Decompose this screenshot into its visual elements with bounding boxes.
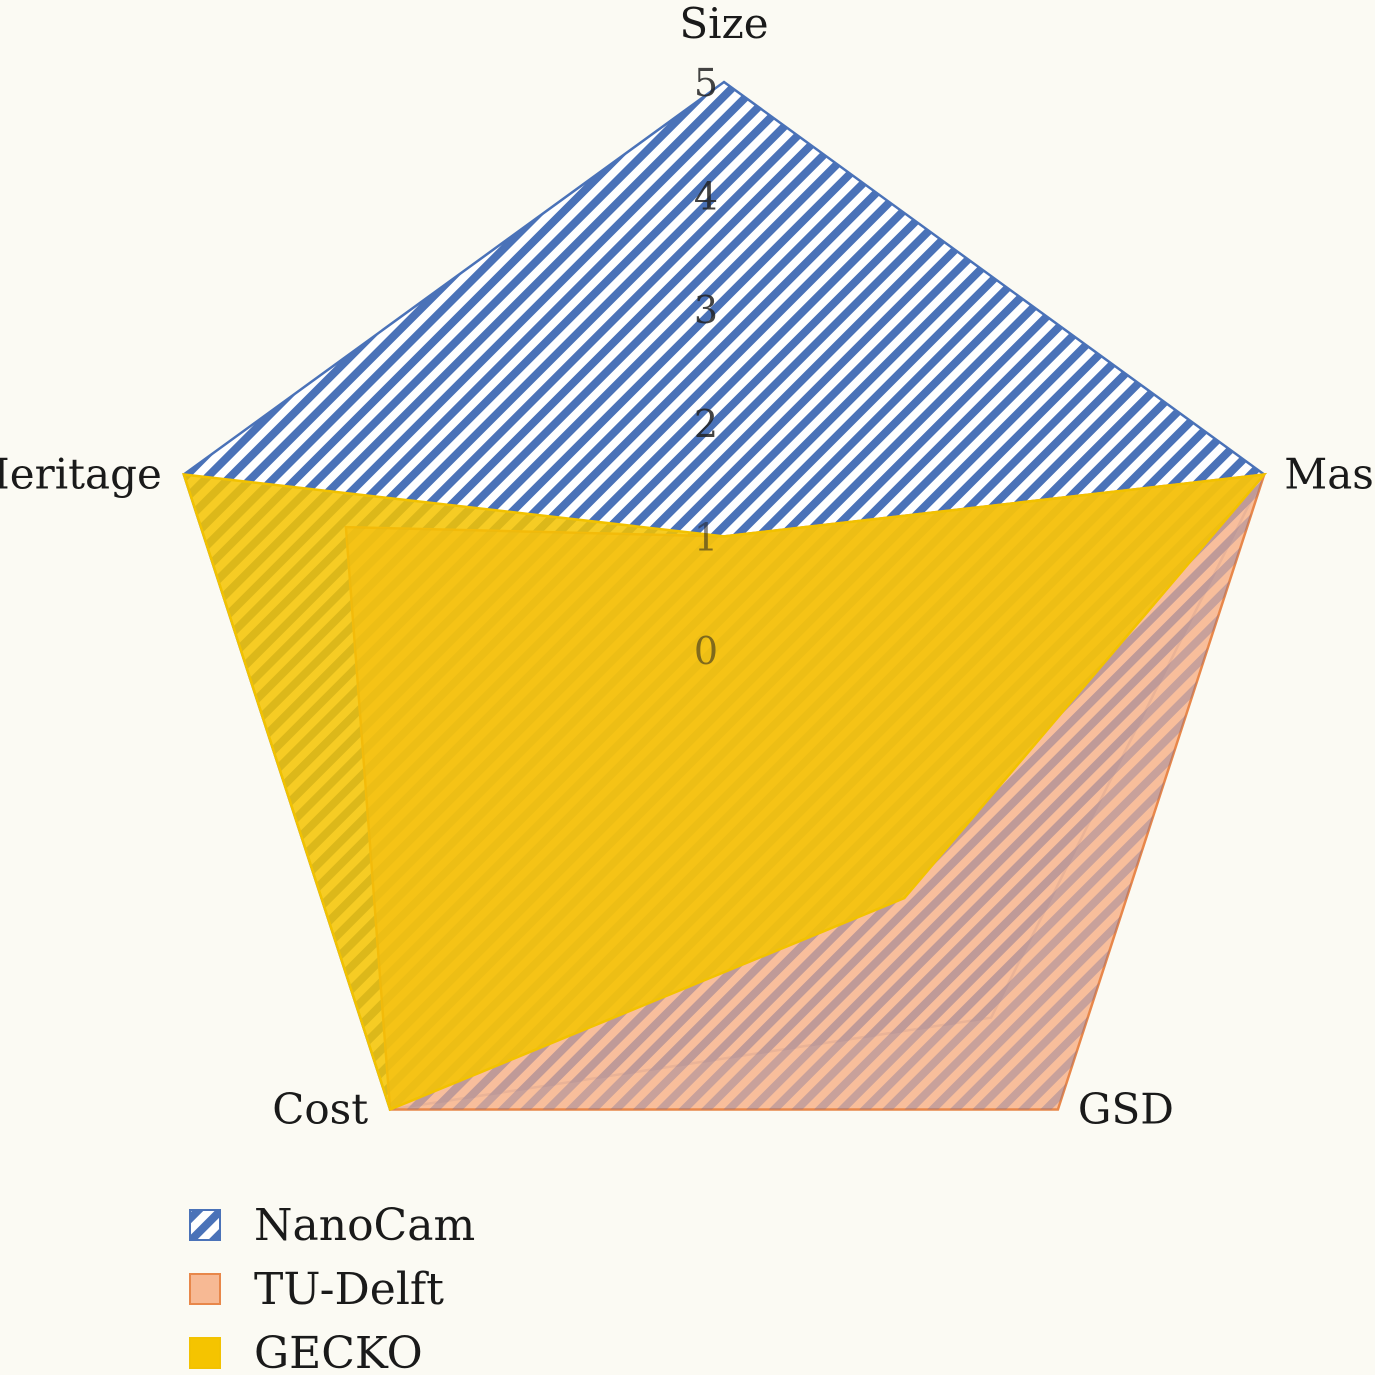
legend: NanoCam TU-Delft GECKO [189, 1200, 475, 1375]
tick-label-4: 4 [694, 175, 718, 219]
tick-label-0: 0 [694, 629, 718, 673]
legend-label-nanocam: NanoCam [254, 1200, 475, 1251]
legend-swatch-gecko [189, 1337, 221, 1369]
legend-label-gecko: GECKO [254, 1328, 423, 1375]
legend-label-tu-delft: TU-Delft [254, 1264, 444, 1315]
tick-label-2: 2 [694, 402, 718, 446]
series-gecko-area [182, 472, 1268, 1112]
tick-label-3: 3 [694, 288, 718, 332]
series-layer [182, 80, 1268, 1112]
axis-label-gsd: GSD [1078, 1085, 1174, 1134]
tick-layer: 0 1 2 3 4 5 [694, 61, 718, 673]
legend-swatch-nanocam [189, 1209, 221, 1241]
tick-label-1: 1 [694, 515, 718, 559]
axis-label-cost: Cost [272, 1085, 368, 1134]
legend-swatch-tu-delft [189, 1273, 221, 1305]
axis-label-heritage: Heritage [0, 450, 162, 499]
axis-label-size: Size [679, 0, 768, 48]
axis-label-mass: Mass [1284, 450, 1375, 499]
axis-label-layer: Size Mass GSD Cost Heritage [0, 0, 1375, 1134]
tick-label-5: 5 [694, 61, 718, 105]
